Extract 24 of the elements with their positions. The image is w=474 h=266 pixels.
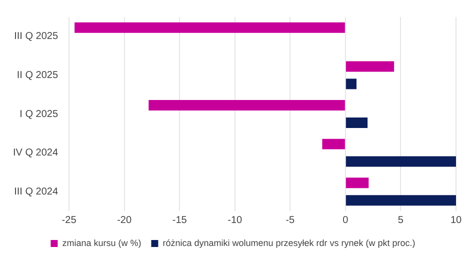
- bar: [346, 117, 368, 128]
- bar: [346, 156, 456, 167]
- legend-label: różnica dynamiki wolumenu przesyłek rdr vs rynek (w pkt proc.): [162, 238, 416, 248]
- bar: [74, 22, 345, 33]
- x-tick-label: 10: [450, 214, 462, 226]
- x-tick-label: -20: [117, 214, 132, 226]
- bar: [346, 61, 394, 72]
- y-tick-label: I Q 2025: [20, 108, 58, 120]
- bar: [148, 100, 345, 111]
- y-tick-label: II Q 2025: [16, 70, 58, 81]
- y-tick-label: III Q 2025: [14, 31, 58, 42]
- x-tick-label: -25: [62, 214, 77, 226]
- legend-label: zmiana kursu (w %): [62, 238, 142, 248]
- x-tick-label: -5: [286, 214, 296, 226]
- bar: [346, 178, 369, 188]
- bar: [346, 195, 456, 206]
- y-tick-label: IV Q 2024: [13, 148, 58, 159]
- bar: [322, 138, 345, 150]
- x-tick-label: -15: [172, 214, 188, 226]
- x-tick-label: 5: [398, 214, 404, 226]
- x-tick-label: -10: [228, 214, 243, 226]
- x-tick-label: 0: [342, 214, 349, 226]
- bar: [346, 78, 356, 90]
- y-tick-label: III Q 2024: [14, 186, 58, 198]
